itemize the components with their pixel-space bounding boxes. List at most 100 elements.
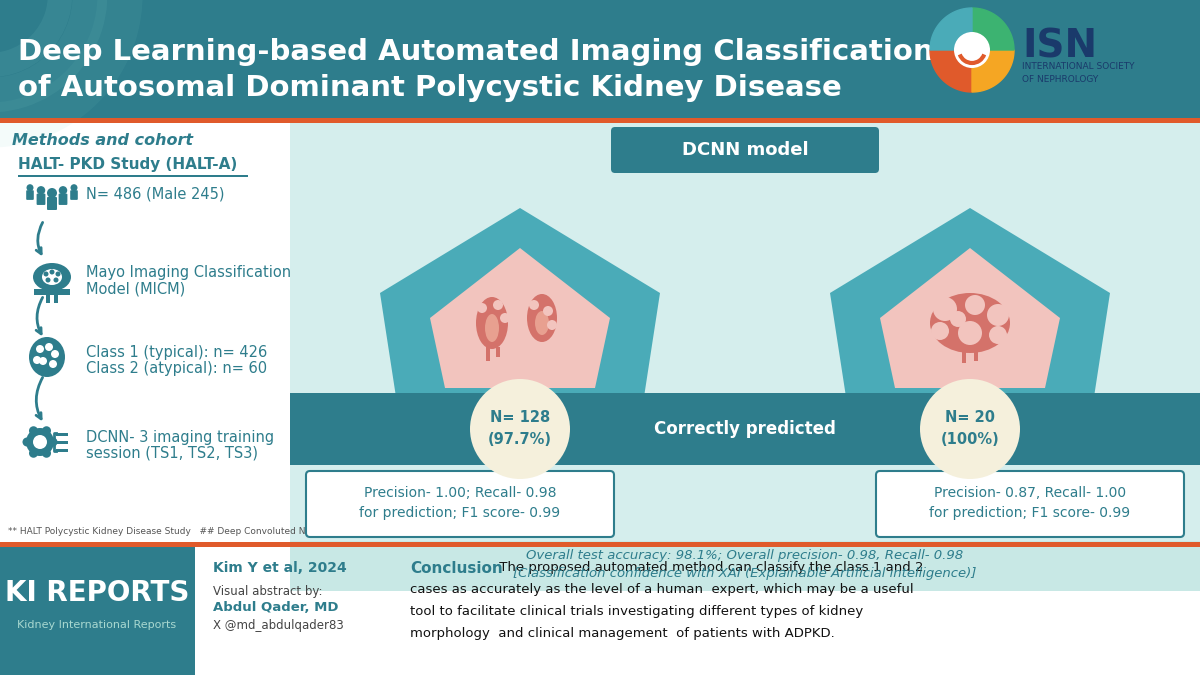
Circle shape (954, 32, 990, 68)
Text: KI REPORTS: KI REPORTS (5, 579, 190, 607)
Circle shape (500, 313, 510, 323)
FancyBboxPatch shape (306, 471, 614, 537)
Text: ISN: ISN (1022, 28, 1097, 66)
Bar (0, 0, 1200, 118)
Ellipse shape (42, 449, 50, 458)
Polygon shape (830, 208, 1110, 423)
Circle shape (989, 326, 1007, 344)
Ellipse shape (485, 314, 499, 342)
Bar (0, 542, 1200, 547)
Text: DCNN- 3 imaging training: DCNN- 3 imaging training (86, 430, 274, 445)
Circle shape (965, 295, 985, 315)
Text: Conclusion: Conclusion (410, 561, 503, 576)
Circle shape (37, 186, 46, 194)
Circle shape (529, 300, 539, 310)
Text: (97.7%): (97.7%) (488, 431, 552, 446)
Text: Kidney International Reports: Kidney International Reports (18, 620, 176, 630)
Polygon shape (930, 50, 972, 92)
Ellipse shape (34, 263, 71, 291)
FancyBboxPatch shape (876, 471, 1184, 537)
Text: Kim Y et al, 2024: Kim Y et al, 2024 (214, 561, 347, 575)
Text: ** HALT Polycystic Kidney Disease Study   ## Deep Convoluted Neural  Network: ** HALT Polycystic Kidney Disease Study … (8, 527, 372, 536)
FancyBboxPatch shape (70, 190, 78, 200)
Ellipse shape (930, 293, 1010, 353)
Bar (486, 347, 490, 361)
Text: N= 486 (Male 245): N= 486 (Male 245) (86, 186, 224, 202)
Circle shape (986, 304, 1009, 326)
FancyBboxPatch shape (37, 194, 46, 205)
Circle shape (547, 320, 557, 330)
Bar (974, 351, 978, 361)
Text: INTERNATIONAL SOCIETY
OF NEPHROLOGY: INTERNATIONAL SOCIETY OF NEPHROLOGY (1022, 62, 1134, 84)
Circle shape (55, 271, 60, 277)
Text: Deep Learning-based Automated Imaging Classification: Deep Learning-based Automated Imaging Cl… (18, 38, 934, 66)
Circle shape (59, 186, 67, 194)
Text: N= 20: N= 20 (946, 410, 995, 425)
Polygon shape (880, 248, 1060, 388)
Circle shape (49, 269, 54, 275)
Circle shape (38, 357, 47, 365)
Polygon shape (972, 50, 1014, 92)
Text: The proposed automated method can classify the class 1 and 2: The proposed automated method can classi… (496, 561, 924, 574)
Text: Overall test accuracy: 98.1%; Overall precision- 0.98, Recall- 0.98: Overall test accuracy: 98.1%; Overall pr… (527, 549, 964, 562)
Circle shape (34, 356, 41, 364)
Bar (56, 441, 68, 443)
Bar (290, 541, 1200, 591)
Bar (0, 123, 290, 542)
Ellipse shape (29, 449, 38, 458)
Circle shape (478, 303, 487, 313)
Text: Class 1 (typical): n= 426: Class 1 (typical): n= 426 (86, 345, 268, 360)
Circle shape (46, 277, 50, 283)
Text: cases as accurately as the level of a human  expert, which may be a useful: cases as accurately as the level of a hu… (410, 583, 913, 596)
Circle shape (46, 343, 53, 351)
Circle shape (49, 360, 58, 368)
Text: DCNN model: DCNN model (682, 141, 809, 159)
Ellipse shape (42, 269, 62, 285)
Text: Precision- 1.00; Recall- 0.98: Precision- 1.00; Recall- 0.98 (364, 486, 557, 500)
Text: X @md_abdulqader83: X @md_abdulqader83 (214, 619, 343, 632)
Text: Class 1: Class 1 (320, 411, 380, 426)
Text: N= 128: N= 128 (490, 410, 550, 425)
Text: (100%): (100%) (941, 431, 1000, 446)
Bar (962, 351, 966, 363)
Text: HALT- PKD Study (HALT-A): HALT- PKD Study (HALT-A) (18, 157, 238, 172)
Circle shape (493, 300, 503, 310)
Text: Visual abstract by:: Visual abstract by: (214, 585, 323, 598)
Text: Class 2: Class 2 (1110, 411, 1170, 426)
Bar (34, 289, 70, 295)
Text: Class 2 (atypical): n= 60: Class 2 (atypical): n= 60 (86, 361, 268, 376)
Circle shape (934, 297, 958, 321)
Text: [Classification confidence with XAI (Explainable Artificial intelligence)]: [Classification confidence with XAI (Exp… (514, 568, 977, 580)
Circle shape (26, 184, 34, 191)
Text: (n= 20): (n= 20) (1108, 428, 1172, 443)
Bar (0, 118, 1200, 123)
Text: Methods and cohort: Methods and cohort (12, 133, 193, 148)
Circle shape (43, 271, 48, 277)
Circle shape (71, 184, 78, 191)
Ellipse shape (476, 297, 508, 349)
Bar (56, 433, 68, 435)
Text: for prediction; F1 score- 0.99: for prediction; F1 score- 0.99 (360, 506, 560, 520)
Ellipse shape (42, 426, 50, 435)
Text: session (TS1, TS2, TS3): session (TS1, TS2, TS3) (86, 446, 258, 461)
Polygon shape (930, 8, 972, 50)
Circle shape (542, 306, 553, 316)
Bar (54, 295, 58, 303)
FancyBboxPatch shape (47, 197, 58, 210)
Text: Model (MICM): Model (MICM) (86, 281, 185, 296)
Bar (18, 175, 248, 177)
Polygon shape (380, 208, 660, 423)
Ellipse shape (29, 337, 65, 377)
Ellipse shape (23, 437, 31, 446)
Bar (290, 393, 1200, 465)
Circle shape (920, 379, 1020, 479)
Text: Abdul Qader, MD: Abdul Qader, MD (214, 601, 338, 614)
Circle shape (50, 350, 59, 358)
Text: for prediction; F1 score- 0.99: for prediction; F1 score- 0.99 (930, 506, 1130, 520)
Circle shape (54, 277, 59, 283)
Text: morphology  and clinical management  of patients with ADPKD.: morphology and clinical management of pa… (410, 627, 835, 640)
FancyBboxPatch shape (611, 127, 878, 173)
Circle shape (36, 345, 44, 353)
Polygon shape (972, 8, 1014, 50)
Ellipse shape (29, 426, 38, 435)
